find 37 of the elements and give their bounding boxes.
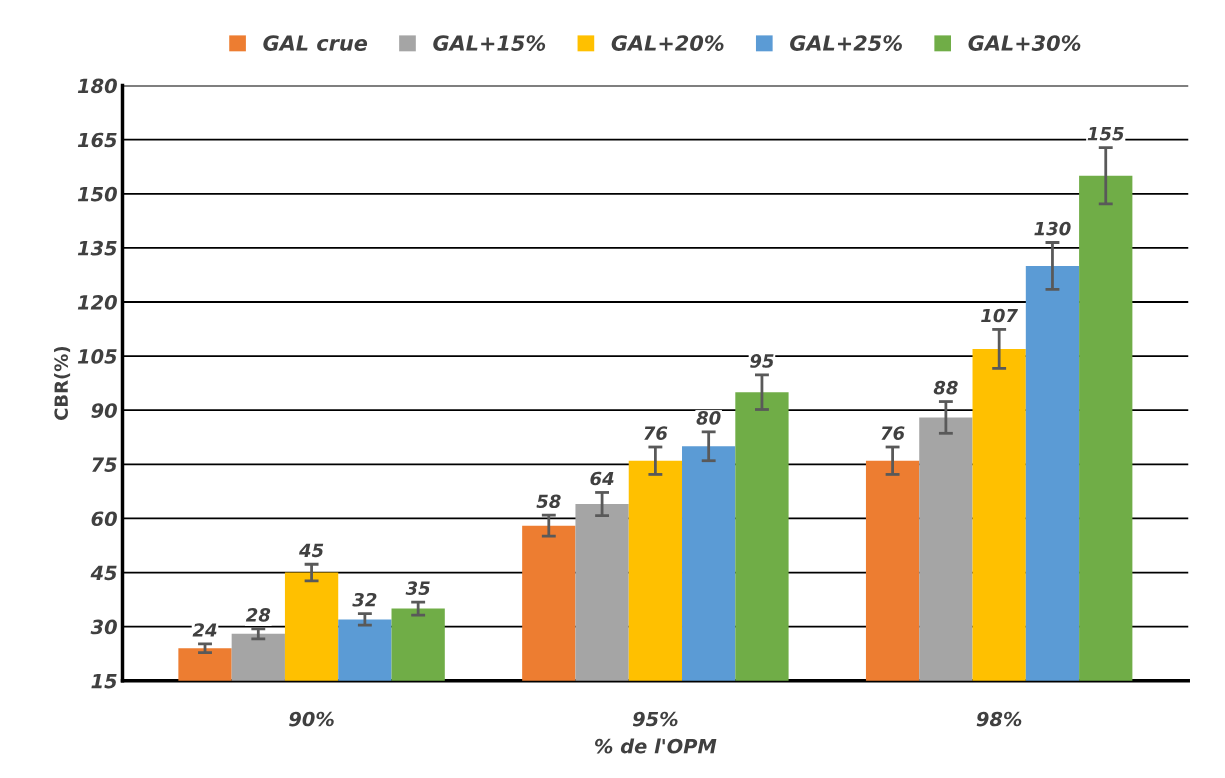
data-label: 107 bbox=[981, 308, 1018, 323]
y-tick-label: 75 bbox=[92, 457, 117, 472]
data-label: 45 bbox=[299, 543, 324, 558]
data-label: 58 bbox=[536, 494, 561, 509]
x-tick-label: 98% bbox=[976, 711, 1022, 727]
data-label: 35 bbox=[405, 581, 430, 596]
y-tick-label: 180 bbox=[77, 78, 117, 94]
x-tick-label: 95% bbox=[632, 711, 678, 727]
y-tick-label: 30 bbox=[90, 619, 117, 635]
data-label: 76 bbox=[881, 426, 905, 440]
y-tick-label: 120 bbox=[77, 294, 117, 310]
x-axis-title: % de l'OPM bbox=[595, 738, 717, 754]
data-label: 32 bbox=[352, 592, 377, 607]
y-tick-label: 45 bbox=[90, 565, 117, 581]
y-axis-title: CBR(%) bbox=[54, 346, 71, 421]
legend-label: GAL crue bbox=[263, 35, 368, 51]
data-label: 95 bbox=[750, 354, 774, 368]
y-tick-label: 135 bbox=[77, 240, 117, 256]
data-label: 130 bbox=[1034, 221, 1071, 236]
x-tick-label: 90% bbox=[289, 711, 334, 727]
y-tick-label: 90 bbox=[91, 403, 117, 418]
legend-label: GAL+30% bbox=[968, 35, 1081, 51]
legend-label: GAL+15% bbox=[433, 35, 546, 51]
y-tick-label: 60 bbox=[91, 511, 117, 527]
data-label: 155 bbox=[1087, 127, 1124, 141]
data-label: 64 bbox=[590, 471, 614, 486]
data-label: 76 bbox=[644, 426, 668, 440]
data-label: 88 bbox=[933, 380, 958, 395]
y-tick-label: 15 bbox=[91, 673, 117, 689]
y-tick-label: 165 bbox=[77, 132, 117, 148]
legend-label: GAL+25% bbox=[790, 35, 902, 51]
data-label: 80 bbox=[696, 411, 721, 425]
legend-label: GAL+20% bbox=[611, 35, 724, 51]
data-label: 24 bbox=[192, 623, 217, 637]
y-tick-label: 105 bbox=[77, 349, 117, 364]
data-label: 28 bbox=[245, 608, 271, 622]
y-tick-label: 150 bbox=[77, 186, 117, 202]
